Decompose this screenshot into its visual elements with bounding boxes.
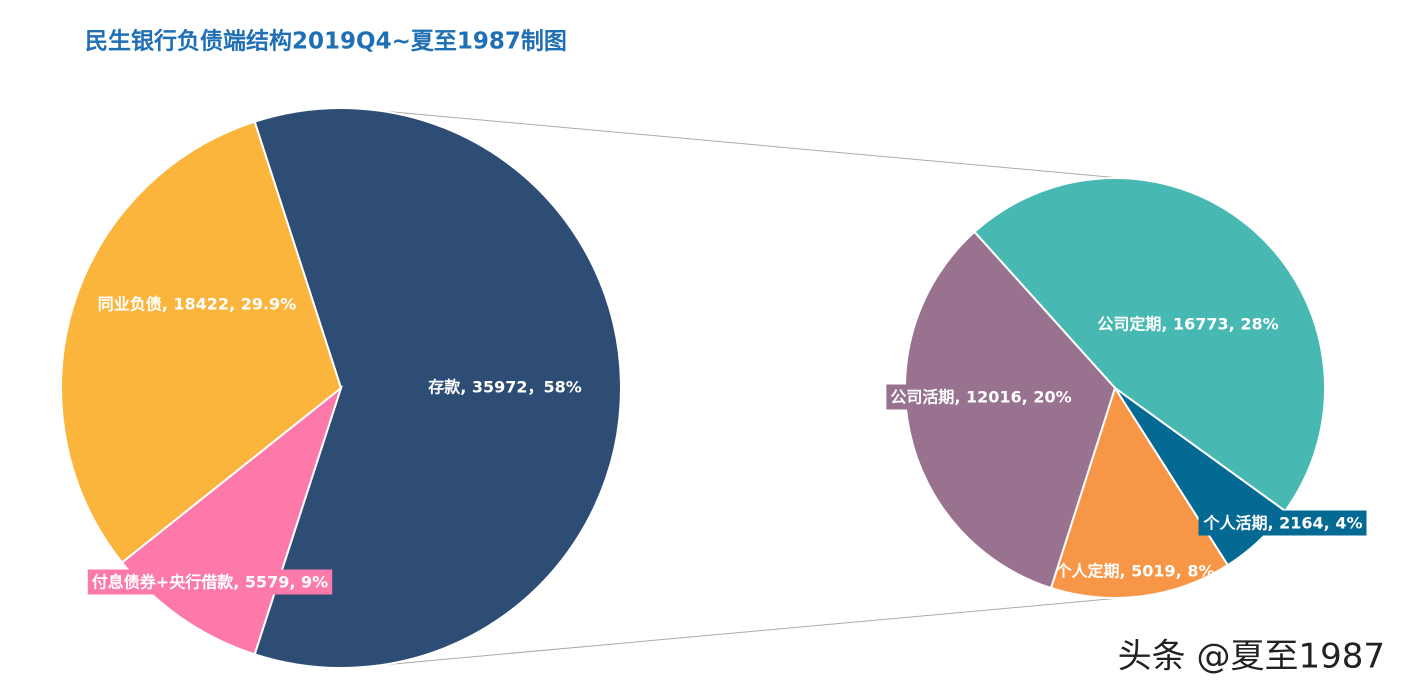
label-box [1198, 510, 1367, 536]
pie-slice [253, 107, 623, 669]
connector [359, 597, 1121, 668]
pie-slice [60, 120, 343, 564]
pie-slice [1049, 385, 1230, 599]
data-label: 公司活期, 12016, 20% [890, 388, 1071, 407]
data-label: 个人定期, 5019, 8% [1055, 562, 1215, 581]
connector [371, 109, 1121, 179]
data-label: 付息债券+央行借款, 5579, 9% [92, 573, 328, 592]
data-label: 存款, 35972，58% [428, 378, 582, 397]
pie-slice [973, 177, 1326, 513]
label-box [886, 384, 1076, 410]
chart-title: 民生银行负债端结构2019Q4~夏至1987制图 [85, 28, 567, 55]
data-label: 个人活期, 2164, 4% [1203, 514, 1363, 533]
watermark: 头条 @夏至1987 [1118, 637, 1385, 677]
data-label: 同业负债, 18422, 29.9% [98, 295, 296, 314]
label-box [87, 569, 333, 595]
pie-slice [904, 230, 1117, 590]
data-label: 公司定期, 16773, 28% [1097, 315, 1278, 334]
